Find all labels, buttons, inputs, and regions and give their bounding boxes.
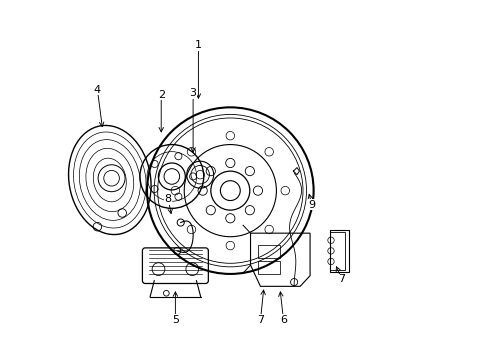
Text: 4: 4 [94, 85, 101, 95]
Text: 1: 1 [195, 40, 202, 50]
Text: 6: 6 [280, 315, 286, 325]
Text: 7: 7 [256, 315, 264, 325]
Text: 8: 8 [164, 194, 171, 204]
Text: 3: 3 [189, 88, 196, 98]
Bar [329, 230, 348, 272]
Bar [329, 232, 344, 270]
Bar [258, 261, 280, 274]
Text: 7: 7 [338, 274, 345, 284]
Text: 9: 9 [307, 200, 315, 210]
Text: 2: 2 [157, 90, 164, 100]
Text: 5: 5 [171, 315, 179, 325]
Bar [258, 246, 280, 258]
